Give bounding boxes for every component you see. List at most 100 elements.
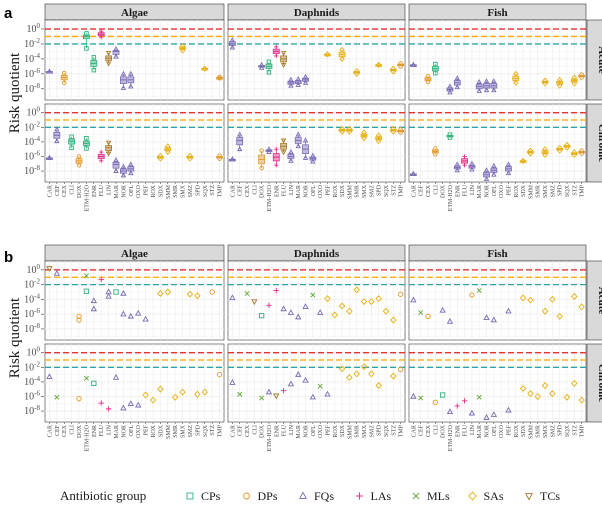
x-tick-label: DOX	[77, 424, 83, 438]
box-point	[462, 163, 467, 168]
exposure-label: Chronic	[596, 364, 602, 402]
data-point	[83, 273, 89, 279]
box-point	[527, 147, 534, 154]
x-tick-label: NOR	[121, 185, 127, 198]
x-tick-label: OXO	[499, 424, 505, 438]
data-point	[157, 289, 164, 298]
box-point	[454, 84, 461, 90]
facet-label: Fish	[487, 7, 507, 19]
data-point	[53, 269, 61, 276]
box-point	[91, 67, 97, 73]
data-point	[571, 292, 578, 300]
exposure-label: Acute	[596, 287, 602, 315]
y-tick-exponent: -4	[34, 52, 40, 60]
data-point	[324, 295, 331, 303]
facet-panel	[44, 19, 225, 101]
x-tick-label: ENR	[455, 425, 461, 437]
box-point	[447, 135, 453, 140]
x-tick-label: ROX	[333, 184, 339, 197]
data-point	[317, 383, 323, 389]
facet-panel	[44, 343, 225, 423]
box-point	[217, 76, 222, 81]
data-point	[287, 309, 295, 315]
data-point	[76, 396, 82, 402]
box-point	[84, 31, 89, 36]
box-point	[425, 73, 431, 79]
data-point	[476, 394, 482, 400]
x-tick-label: STZ	[391, 425, 397, 436]
data-point	[316, 309, 324, 315]
box-point	[274, 44, 279, 50]
legend-marker	[355, 492, 364, 500]
data-point	[244, 290, 250, 297]
x-tick-label: PEF	[506, 184, 512, 195]
facet-panel	[227, 260, 406, 341]
x-tick-label: LIN	[107, 424, 113, 435]
box-point	[84, 146, 89, 151]
data-point	[266, 302, 272, 308]
box-point	[128, 161, 134, 167]
box-point	[120, 70, 127, 76]
box-point	[76, 154, 82, 159]
x-tick-label: CEF	[419, 184, 425, 196]
data-point	[390, 316, 397, 324]
box-point	[353, 67, 360, 74]
x-tick-label: ETM-H2O	[267, 424, 273, 451]
x-tick-label: FLU	[282, 184, 288, 196]
data-point	[201, 388, 209, 396]
data-point	[54, 394, 60, 400]
data-point	[295, 313, 302, 320]
data-point	[258, 312, 265, 319]
data-point	[397, 291, 404, 297]
y-tick-exponent: -6	[34, 307, 40, 315]
x-tick-label: PEF	[325, 184, 331, 195]
x-tick-label: SQX	[565, 184, 571, 197]
x-tick-label: CEX	[426, 184, 432, 197]
data-point	[534, 392, 541, 401]
box-point	[128, 170, 134, 176]
box-point	[410, 61, 417, 67]
box-point	[310, 152, 316, 158]
box-point	[339, 46, 345, 53]
data-point	[483, 314, 490, 321]
x-tick-label: LIN	[289, 424, 295, 435]
data-point	[76, 313, 82, 320]
y-tick-label: 10-8	[24, 164, 40, 177]
box-point	[527, 150, 534, 157]
x-tick-label: STZ	[210, 425, 216, 436]
data-point	[280, 305, 287, 312]
data-point	[346, 374, 353, 382]
x-tick-label: SPD	[195, 424, 201, 436]
x-tick-label: SMX	[181, 184, 187, 198]
box-point	[61, 80, 67, 86]
x-tick-label: MAR	[296, 425, 302, 439]
facet-algae-chronic	[44, 343, 225, 423]
box-point	[84, 136, 89, 141]
box-point	[542, 146, 548, 153]
facet-algae-chronic	[44, 103, 225, 183]
x-tick-label: TMP	[580, 184, 586, 197]
box-point	[217, 74, 222, 80]
box-point	[229, 156, 236, 162]
x-tick-label: SMZ	[550, 185, 556, 198]
box-point	[288, 82, 294, 88]
x-tick-label: PEF	[506, 424, 512, 435]
facet-algae-acute	[44, 19, 225, 101]
data-point	[302, 303, 309, 309]
box-point	[491, 78, 497, 84]
facet-panel	[408, 19, 587, 101]
x-tick-label: FLU	[99, 424, 105, 436]
data-point	[98, 276, 104, 283]
x-tick-label: STZ	[210, 185, 216, 196]
x-tick-label: SMR	[355, 425, 361, 438]
data-point	[120, 310, 127, 317]
data-point	[310, 292, 316, 298]
x-tick-label: SPD	[377, 424, 383, 436]
box-point	[280, 150, 287, 156]
y-tick-label: 10-4	[24, 52, 40, 65]
data-point	[578, 396, 585, 404]
x-tick-label: SDX	[340, 184, 346, 197]
box-point	[113, 157, 119, 163]
data-point	[237, 391, 243, 397]
